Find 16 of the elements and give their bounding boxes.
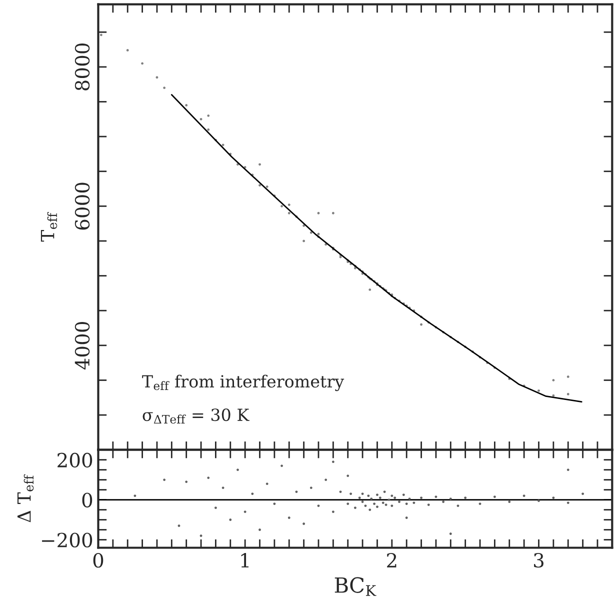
x-tick-label: 3	[534, 552, 544, 568]
x-tick-label: 0	[93, 552, 104, 568]
y-axis-title: T$_{eff}$	[40, 212, 58, 242]
x-tick-label: 2	[387, 552, 396, 568]
y-axis-title: Δ T$_{eff}$	[17, 474, 34, 522]
y-tick-label: 0	[82, 492, 92, 508]
y-tick-label: 4000	[74, 322, 90, 370]
x-tick-label: 1	[241, 552, 248, 568]
x-axis-title: BC$_{K}$	[334, 577, 376, 596]
y-tick-label: 200	[58, 452, 92, 468]
y-tick-label: −200	[42, 532, 92, 548]
annotation: T$_{eff}$ from interferometry	[142, 374, 344, 392]
y-tick-label: 6000	[74, 182, 90, 230]
annotation: σ$_{ΔTeff}$ = 30 K	[142, 408, 250, 424]
line-series	[170, 94, 582, 402]
y-tick-label: 8000	[74, 43, 90, 90]
